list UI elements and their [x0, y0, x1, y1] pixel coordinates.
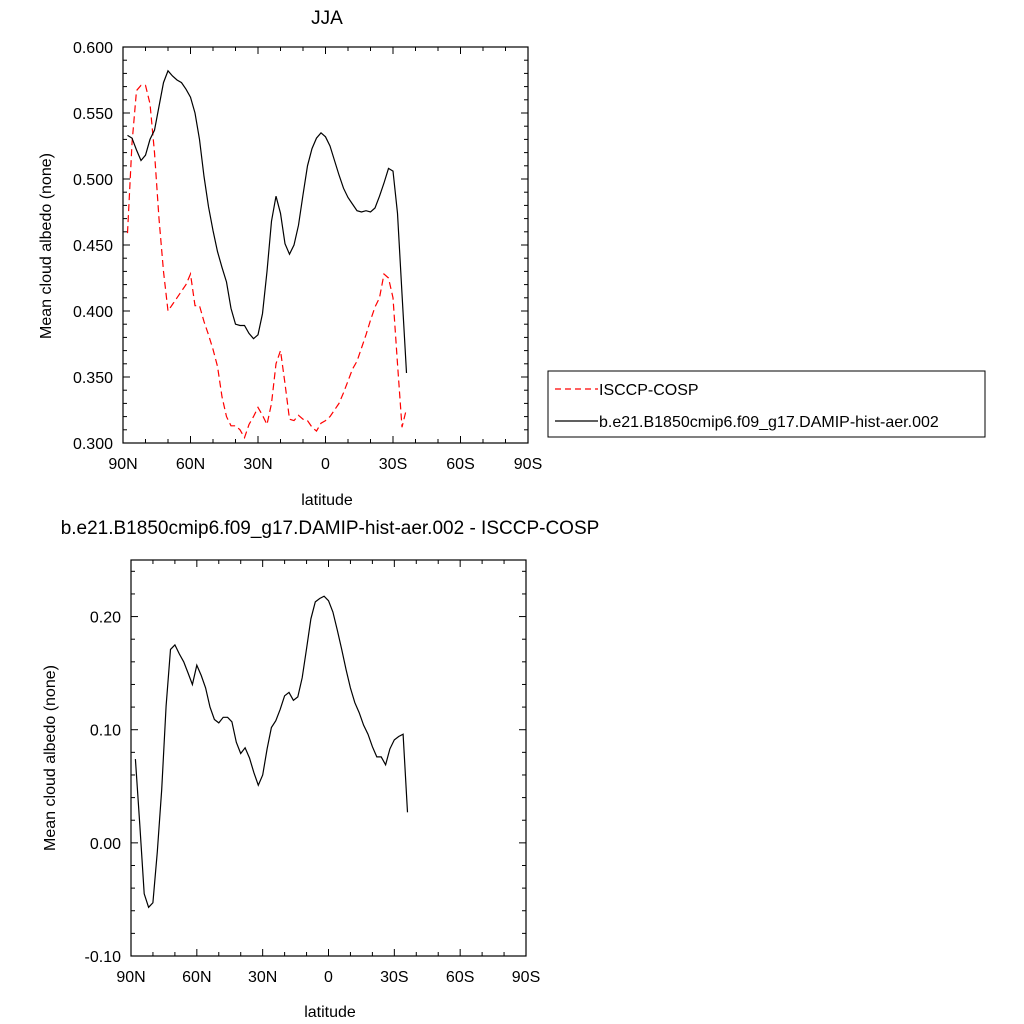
top-plot-area: 90N 60N 30N 0 30S 60S 90S 0.300 0.350 0.400 0.450 0…	[73, 40, 542, 473]
top-y-tick-label: 0.450	[73, 238, 113, 255]
top-y-tick-label: 0.550	[73, 106, 113, 123]
top-x-axis-label: latitude	[301, 492, 353, 509]
top-y-tick-label: 0.300	[73, 436, 113, 453]
bottom-y-tick-label: 0.10	[90, 723, 121, 740]
bottom-x-axis-label: latitude	[304, 1004, 356, 1021]
top-x-tick-label: 30S	[379, 456, 407, 473]
bottom-panel: b.e21.B1850cmip6.f09_g17.DAMIP-hist-aer.…	[42, 518, 599, 1021]
top-series-line-1	[127, 69, 408, 374]
top-plot-frame	[122, 46, 529, 444]
bottom-y-tick-label: -0.10	[85, 949, 122, 966]
bottom-x-tick-label: 90S	[512, 969, 540, 986]
bottom-y-tick-label: 0.00	[90, 836, 121, 853]
top-x-tick-label: 60S	[446, 456, 474, 473]
top-y-tick-label: 0.400	[73, 304, 113, 321]
bottom-x-tick-label: 30S	[380, 969, 408, 986]
top-x-tick-label: 90S	[514, 456, 542, 473]
top-x-tick-label: 60N	[176, 456, 205, 473]
top-y-tick-label: 0.500	[73, 172, 113, 189]
top-chart-title: JJA	[311, 8, 343, 29]
top-x-tick-label: 30N	[243, 456, 272, 473]
bottom-y-tick-label: 0.20	[90, 610, 121, 627]
bottom-x-tick-label: 90N	[116, 969, 145, 986]
bottom-y-axis-label: Mean cloud albedo (none)	[42, 665, 59, 851]
legend: ISCCP-COSP b.e21.B1850cmip6.f09_g17.DAMI…	[547, 370, 986, 438]
bottom-plot-frame	[130, 559, 527, 957]
bottom-x-tick-label: 60N	[182, 969, 211, 986]
top-y-tick-label: 0.350	[73, 370, 113, 387]
top-x-tick-label: 0	[321, 456, 330, 473]
top-y-axis-label: Mean cloud albedo (none)	[38, 153, 55, 339]
bottom-chart-title: b.e21.B1850cmip6.f09_g17.DAMIP-hist-aer.…	[61, 518, 600, 539]
top-panel: JJA 90N 60N 30N 0 30S 60S 90S 0.300 0.350 0.400 0.…	[38, 8, 986, 509]
top-series-line-0	[126, 84, 408, 440]
bottom-series-line-0	[134, 595, 409, 909]
bottom-x-tick-label: 30N	[248, 969, 277, 986]
bottom-plot-area: 90N 60N 30N 0 30S 60S 90S -0.10 0.00 0.10 0.20	[85, 559, 540, 986]
legend-box	[547, 370, 986, 438]
legend-label-isccp: ISCCP-COSP	[599, 382, 699, 399]
bottom-x-tick-label: 0	[324, 969, 333, 986]
top-x-tick-label: 90N	[108, 456, 137, 473]
legend-label-model: b.e21.B1850cmip6.f09_g17.DAMIP-hist-aer.…	[599, 414, 939, 431]
bottom-x-tick-label: 60S	[446, 969, 474, 986]
top-y-tick-label: 0.600	[73, 40, 113, 57]
